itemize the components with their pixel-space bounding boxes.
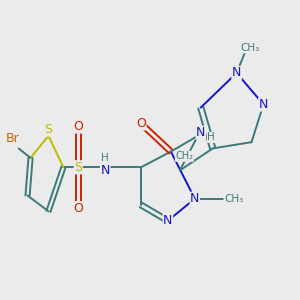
Text: CH₂: CH₂ xyxy=(175,151,193,161)
Text: S: S xyxy=(44,123,52,136)
Text: N: N xyxy=(190,192,200,205)
Text: H: H xyxy=(207,132,215,142)
Text: N: N xyxy=(259,98,268,111)
Text: S: S xyxy=(74,161,82,174)
Text: N: N xyxy=(100,164,110,177)
Text: O: O xyxy=(136,117,146,130)
Text: O: O xyxy=(74,120,83,133)
Text: N: N xyxy=(196,126,206,139)
Text: Br: Br xyxy=(6,133,20,146)
Text: N: N xyxy=(232,67,241,80)
Text: O: O xyxy=(74,202,83,215)
Text: CH₃: CH₃ xyxy=(240,43,260,53)
Text: N: N xyxy=(163,214,172,227)
Text: H: H xyxy=(101,153,109,163)
Text: CH₃: CH₃ xyxy=(224,194,243,204)
